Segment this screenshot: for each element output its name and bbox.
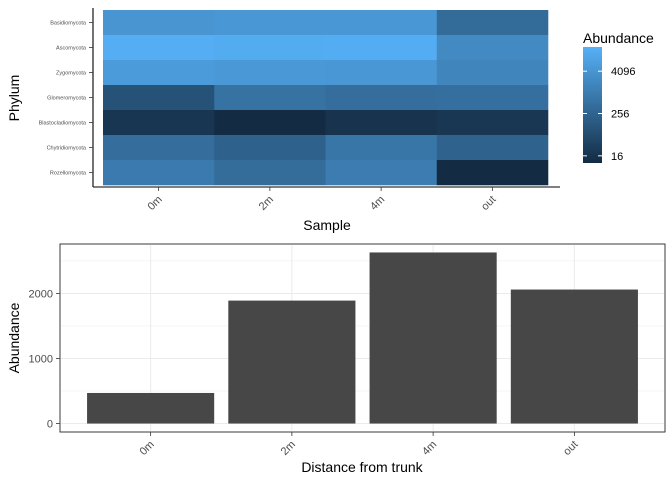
heatmap-cell [214,110,326,136]
heatmap-y-tick-label: Chytridiomycota [47,146,87,152]
heatmap-cell [103,135,215,161]
heatmap-cell [103,60,215,86]
heatmap-x-tick-label: 2m [257,194,276,213]
heatmap-panel: Basidiomycota Ascomycota Zygomycota Glomero… [6,8,654,233]
bar [510,289,638,424]
bar-bars [87,252,638,424]
heatmap-y-tick-label: Basidiomycota [50,21,87,27]
heatmap-cell [436,85,549,111]
bar [228,300,356,424]
heatmap-cell [325,135,438,161]
heatmap-x-tick-label: 4m [368,194,387,213]
heatmap-cell [103,110,215,136]
heatmap-cell [103,10,215,36]
bar-x-tick-label: 2m [279,439,298,458]
legend-tick-label: 4096 [611,66,635,78]
heatmap-cell [436,160,549,186]
heatmap-cell [436,110,549,136]
legend-ticks: 16 256 4096 [583,66,635,163]
heatmap-cell [436,60,549,86]
heatmap-y-tick-label: Blastocladiomycota [39,121,87,127]
heatmap-cells [103,10,549,186]
bar-y-tick-label: 0 [47,419,53,431]
heatmap-x-tick-label: out [479,194,498,213]
heatmap-cell [325,85,438,111]
legend-tick-label: 256 [611,109,629,121]
bar-x-axis-title: Distance from trunk [301,459,423,475]
heatmap-cell [214,160,326,186]
legend-title: Abundance [583,30,654,46]
heatmap-x-ticks: 0m 2m 4m out [145,187,498,213]
heatmap-cell [214,60,326,86]
heatmap-cell [325,60,438,86]
legend-colorbar [583,47,602,163]
heatmap-cell [325,35,438,61]
bar-plot-frame [59,243,666,433]
bar [87,392,215,424]
heatmap-cell [436,35,549,61]
legend-tick-label: 16 [611,151,623,163]
bar-x-tick-label: 0m [137,439,156,458]
heatmap-x-tick-label: 0m [145,194,164,213]
heatmap-cell [325,10,438,36]
bar [369,252,497,424]
bar-x-tick-label: out [561,439,580,458]
heatmap-cell [214,35,326,61]
heatmap-y-tick-label: Glomeromycota [47,96,87,102]
heatmap-cell [214,85,326,111]
heatmap-legend: Abundance 16 256 4096 [583,30,654,163]
heatmap-cell [103,35,215,61]
bar-y-axis-title: Abundance [6,302,22,373]
heatmap-y-tick-label: Ascomycota [56,46,87,52]
heatmap-y-ticks: Basidiomycota Ascomycota Zygomycota Glomero… [39,21,93,177]
heatmap-x-axis-title: Sample [303,217,351,233]
heatmap-cell [325,160,438,186]
bar-x-tick-label: 4m [420,439,439,458]
bar-y-tick-label: 1000 [29,353,53,365]
bar-y-tick-label: 2000 [29,288,53,300]
heatmap-cell [325,110,438,136]
heatmap-y-axis-title: Phylum [6,75,22,122]
heatmap-cell [436,135,549,161]
heatmap-cell [436,10,549,36]
heatmap-cell [214,135,326,161]
heatmap-y-tick-label: Zygomycota [56,71,87,77]
heatmap-y-tick-label: Rozellomycota [50,171,87,177]
heatmap-cell [103,160,215,186]
bar-y-ticks: 0 1000 2000 [29,288,60,431]
heatmap-cell [103,85,215,111]
bar-x-ticks: 0m 2m 4m out [137,432,580,458]
heatmap-cell [214,10,326,36]
